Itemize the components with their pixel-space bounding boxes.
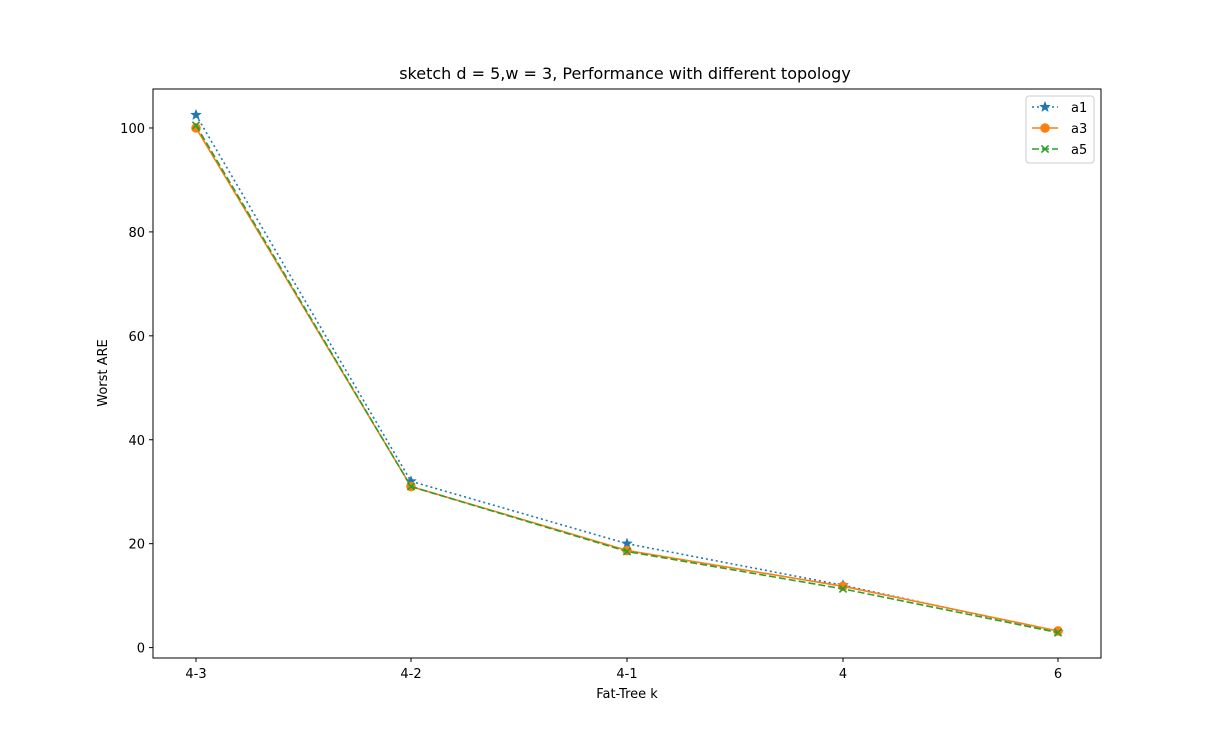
y-axis-label: Worst ARE xyxy=(96,339,111,407)
plot-area xyxy=(152,88,1102,659)
y-tick-label: 0 xyxy=(137,642,145,657)
series-line xyxy=(195,127,1059,632)
legend-marker xyxy=(1040,123,1050,133)
series-line xyxy=(195,124,1059,634)
legend: a1 a3 a5 xyxy=(1025,95,1095,164)
legend-marker xyxy=(1040,144,1050,154)
x-tick-label: 4-3 xyxy=(185,667,206,682)
x-tick-label: 4 xyxy=(839,667,847,682)
x-tick-label: 4-2 xyxy=(400,667,421,682)
plot-frame xyxy=(152,88,1102,659)
x-axis-label: Fat-Tree k xyxy=(596,687,658,702)
legend-marker xyxy=(1039,100,1051,113)
series-a1 xyxy=(190,108,1064,638)
chart-title: sketch d = 5,w = 3, Performance with dif… xyxy=(399,64,851,83)
data-point xyxy=(191,121,201,130)
legend-item: a3 xyxy=(1032,122,1087,137)
legend-item: a1 xyxy=(1032,100,1087,116)
series-a3 xyxy=(191,123,1063,636)
y-tick-label: 40 xyxy=(128,434,145,449)
y-tick-label: 20 xyxy=(128,538,145,553)
data-point xyxy=(406,482,416,491)
data-point xyxy=(1053,628,1063,637)
x-axis: 4-3 4-2 4-1 4 6 xyxy=(185,658,1062,682)
y-axis: 0 20 40 60 80 100 xyxy=(120,122,153,657)
data-point xyxy=(838,584,848,594)
data-point xyxy=(1053,626,1063,636)
y-tick-label: 100 xyxy=(120,122,145,137)
data-point xyxy=(622,547,632,556)
legend-label: a3 xyxy=(1071,122,1087,137)
series-a5 xyxy=(191,121,1063,637)
legend-label: a5 xyxy=(1071,143,1087,158)
data-point xyxy=(190,108,202,121)
series-layer xyxy=(190,108,1064,638)
x-tick-label: 4-1 xyxy=(616,667,637,682)
legend-item: a5 xyxy=(1032,143,1087,158)
legend-label: a1 xyxy=(1071,101,1087,116)
y-tick-label: 80 xyxy=(128,226,145,241)
y-tick-label: 60 xyxy=(128,330,145,345)
x-tick-label: 6 xyxy=(1054,667,1062,682)
